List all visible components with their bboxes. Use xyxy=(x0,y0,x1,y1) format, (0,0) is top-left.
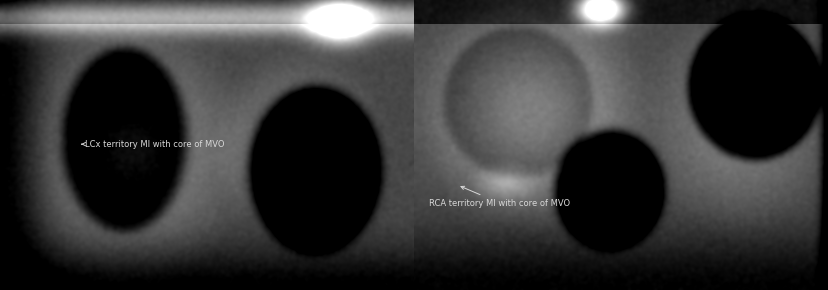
Text: LCx territory MI with core of MVO: LCx territory MI with core of MVO xyxy=(82,139,224,149)
Text: RCA territory MI with core of MVO: RCA territory MI with core of MVO xyxy=(429,186,570,208)
